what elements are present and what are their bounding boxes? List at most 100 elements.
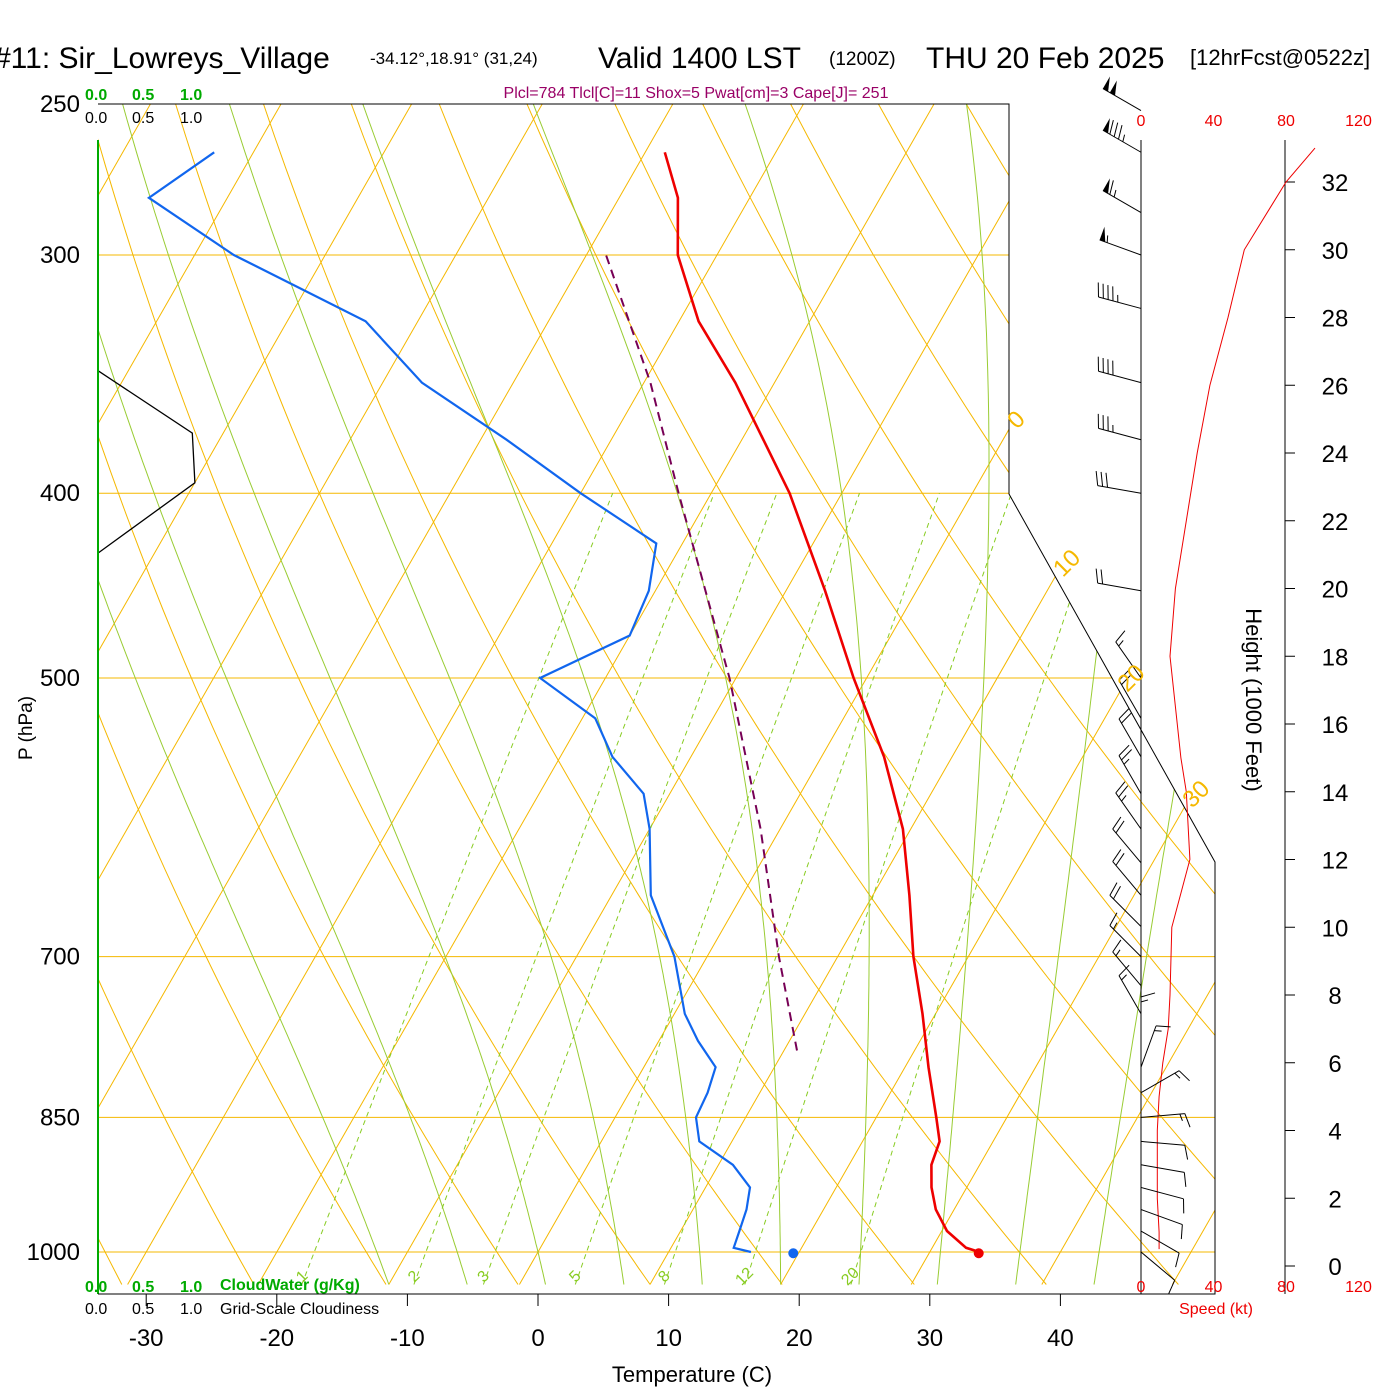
wind-barb-full bbox=[1118, 964, 1130, 977]
temperature-tick-label: 30 bbox=[916, 1325, 943, 1352]
wind-barb-full bbox=[1178, 1070, 1190, 1082]
height-tick-label: 26 bbox=[1322, 373, 1349, 400]
wind-barb-staff bbox=[1140, 1251, 1176, 1281]
mixing-ratio-line bbox=[744, 493, 1012, 1285]
isotherm-line bbox=[98, 104, 543, 1285]
mixing-ratio-line bbox=[850, 493, 1107, 1285]
dry-adiabat-line bbox=[790, 104, 1215, 1285]
wind-barb bbox=[1140, 1025, 1171, 1068]
cloudiness-tick-0: 0.0 bbox=[85, 110, 107, 127]
height-tick-label: 10 bbox=[1322, 915, 1349, 942]
dry-adiabat-line bbox=[965, 104, 1215, 1285]
wind-barb-full bbox=[1100, 569, 1104, 585]
wind-barb-full bbox=[1115, 781, 1126, 794]
isotherm-label-right: 30 bbox=[1177, 775, 1215, 813]
isotherm-line bbox=[98, 104, 674, 1285]
cloud-scale-top: 0.0 0.5 1.0 0.0 0.5 1.0 bbox=[85, 87, 202, 127]
height-tick-label: 24 bbox=[1322, 441, 1349, 468]
wind-barb-staff bbox=[1140, 1025, 1157, 1068]
speed-tick-label-top: 0 bbox=[1137, 113, 1146, 130]
wind-barb-staff bbox=[1102, 190, 1142, 213]
wind-barb-full bbox=[1113, 122, 1119, 137]
isotherm-line bbox=[780, 104, 1215, 1285]
sounding-indices: Plcl=784 Tlcl[C]=11 Shox=5 Pwat[cm]=3 Ca… bbox=[504, 85, 889, 102]
dry-adiabat-line bbox=[263, 104, 915, 1285]
wind-barb-full bbox=[1109, 912, 1118, 926]
moist-adiabat-line bbox=[1093, 104, 1215, 1285]
station-coords: -34.12°,18.91° (31,24) bbox=[370, 49, 538, 68]
height-tick-label: 4 bbox=[1328, 1119, 1341, 1146]
mixing-ratio-line bbox=[301, 493, 614, 1285]
isotherm-line bbox=[649, 104, 1215, 1285]
cloudiness-tick-2: 1.0 bbox=[180, 110, 202, 127]
wind-barb-staff bbox=[1099, 239, 1142, 256]
wind-barb bbox=[1095, 471, 1142, 494]
wind-barb-staff bbox=[1112, 861, 1142, 896]
wind-barb-half bbox=[1174, 1072, 1181, 1079]
wind-barb bbox=[1099, 226, 1142, 256]
isotherm-line bbox=[910, 104, 1215, 1285]
wind-barb-staff bbox=[1097, 582, 1142, 592]
wind-barb-staff bbox=[1098, 427, 1142, 441]
temperature-tick-label: 0 bbox=[531, 1325, 544, 1352]
wind-barb-half bbox=[1113, 189, 1117, 198]
temperature-trace bbox=[663, 151, 980, 1254]
wind-barb bbox=[1118, 744, 1142, 794]
wind-barb-staff bbox=[1098, 370, 1142, 384]
cloud-water-tick-bottom-0: 0.0 bbox=[85, 1279, 107, 1296]
height-tick-label: 30 bbox=[1322, 238, 1349, 265]
dewpoint-trace bbox=[146, 151, 752, 1254]
surface-temperature-dot bbox=[973, 1248, 984, 1259]
isotherm-line bbox=[98, 104, 282, 1285]
height-tick-label: 18 bbox=[1322, 644, 1349, 671]
wind-barb-full bbox=[1121, 712, 1132, 724]
wind-barb bbox=[1102, 118, 1142, 153]
temperature-tick-label: 40 bbox=[1047, 1325, 1074, 1352]
wind-barb-pennant bbox=[1102, 76, 1110, 92]
height-tick-label: 16 bbox=[1322, 712, 1349, 739]
wind-barb bbox=[1140, 1186, 1185, 1214]
wind-barb-full bbox=[1184, 1145, 1189, 1160]
wind-barb-full bbox=[1100, 471, 1104, 487]
wind-barb-full bbox=[1112, 849, 1122, 862]
wind-barb-staff bbox=[1118, 680, 1142, 719]
cloudiness-tick-1: 0.5 bbox=[132, 110, 154, 127]
cloudiness-tick-bottom-0: 0.0 bbox=[85, 1301, 107, 1318]
mixing-ratio-line bbox=[413, 493, 715, 1285]
forecast-label: [12hrFcst@0522z] bbox=[1190, 45, 1370, 70]
wind-barb bbox=[1140, 1251, 1176, 1294]
speed-tick-label-top: 40 bbox=[1205, 113, 1223, 130]
wind-barb bbox=[1115, 630, 1142, 679]
pressure-tick-label: 400 bbox=[40, 480, 80, 507]
wind-barb-staff bbox=[1118, 755, 1142, 794]
speed-tick-label-bottom: 80 bbox=[1277, 1279, 1295, 1296]
cloud-water-tick-2: 1.0 bbox=[180, 87, 202, 104]
station-title: #11: Sir_Lowreys_Village bbox=[0, 42, 330, 75]
speed-tick-label-bottom: 120 bbox=[1345, 1279, 1372, 1296]
wind-barb-pennant bbox=[1102, 178, 1110, 194]
wind-barb-full bbox=[1121, 673, 1132, 685]
wind-barb bbox=[1140, 1164, 1187, 1187]
wind-barb bbox=[1112, 849, 1142, 896]
wind-barb-staff bbox=[1118, 718, 1142, 758]
mixing-ratio-label: 3 bbox=[475, 1268, 493, 1286]
speed-tick-label-bottom: 0 bbox=[1137, 1279, 1146, 1296]
dry-adiabat-line bbox=[1053, 104, 1215, 1285]
wind-barb-pennant bbox=[1099, 226, 1106, 242]
isotherm-line bbox=[1303, 104, 1400, 1284]
wind-barb bbox=[1097, 413, 1142, 441]
wind-barb-full bbox=[1112, 816, 1122, 830]
dry-adiabat-line bbox=[98, 104, 519, 1285]
speed-axis-title: Speed (kt) bbox=[1179, 1301, 1253, 1318]
wind-barb-full bbox=[1105, 472, 1109, 488]
isotherm-line bbox=[0, 104, 20, 1284]
dry-adiabat-line bbox=[98, 104, 651, 1285]
y-axis-title: P (hPa) bbox=[16, 696, 37, 760]
mixing-ratio-line bbox=[663, 493, 940, 1285]
wind-barb-full bbox=[1180, 1224, 1183, 1240]
valid-time: Valid 1400 LST bbox=[598, 42, 801, 75]
wind-barb-full bbox=[1156, 1025, 1171, 1028]
isotherm-label-right: 0 bbox=[1002, 406, 1031, 435]
valid-zulu: (1200Z) bbox=[829, 49, 896, 70]
